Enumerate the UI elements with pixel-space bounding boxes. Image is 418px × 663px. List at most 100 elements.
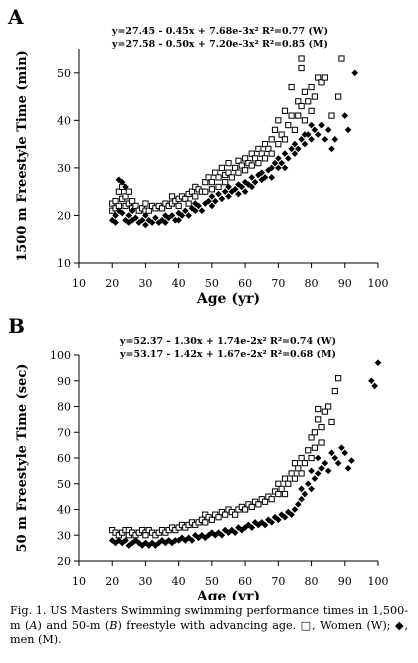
- women-data-point: [268, 496, 275, 503]
- men-data-point: [334, 459, 342, 467]
- x-axis-label: Age (yr): [196, 589, 260, 600]
- men-data-point: [311, 475, 319, 482]
- men-data-point: [152, 214, 159, 222]
- women-data-point: [129, 198, 136, 205]
- x-tick-label: 100: [368, 575, 389, 588]
- women-data-point: [298, 64, 305, 72]
- women-data-point: [132, 202, 139, 210]
- x-tick-label: 90: [338, 575, 352, 588]
- women-data-point: [265, 145, 272, 152]
- y-tick-label: 80: [57, 401, 71, 414]
- caption-text-1: Fig. 1. US Masters Swimming swimming per…: [10, 604, 408, 632]
- men-data-point: [304, 131, 312, 138]
- men-data-point: [281, 164, 289, 172]
- women-data-point: [321, 408, 328, 415]
- x-tick-label: 60: [238, 575, 252, 588]
- men-data-point: [112, 212, 119, 219]
- women-data-point: [222, 179, 229, 186]
- men-data-point: [122, 216, 129, 224]
- men-data-point: [341, 112, 349, 119]
- x-tick-label: 80: [305, 575, 319, 588]
- men-data-point: [314, 470, 322, 477]
- x-tick-label: 60: [238, 277, 252, 290]
- y-tick-label: 20: [57, 555, 71, 568]
- men-data-point: [348, 457, 355, 464]
- men-data-point: [324, 126, 332, 134]
- panel-label: A: [7, 5, 24, 29]
- men-data-point: [275, 164, 282, 172]
- men-data-point: [324, 467, 332, 475]
- caption-text-2: ) and 50-m (: [37, 618, 110, 632]
- y-tick-label: 60: [57, 452, 71, 465]
- y-tick-label: 70: [57, 426, 71, 439]
- men-data-point: [112, 219, 119, 226]
- women-data-point: [222, 511, 229, 518]
- men-data-point: [198, 207, 206, 214]
- caption-panel-a-ref: A: [29, 618, 38, 632]
- men-data-point: [211, 531, 219, 539]
- men-data-point: [225, 183, 232, 191]
- men-data-point: [301, 490, 309, 498]
- men-data-point: [304, 480, 312, 488]
- men-data-point: [118, 178, 126, 186]
- women-data-point: [215, 514, 222, 521]
- women-data-point: [275, 490, 282, 498]
- x-tick-label: 20: [105, 575, 119, 588]
- men-data-point: [288, 145, 295, 153]
- men-data-point: [245, 181, 252, 188]
- men-data-point: [298, 136, 305, 143]
- men-data-point: [301, 131, 309, 138]
- women-data-point: [255, 145, 262, 152]
- x-tick-label: 40: [172, 575, 186, 588]
- men-data-point: [128, 207, 136, 214]
- women-data-point: [328, 112, 335, 119]
- women-data-point: [275, 141, 282, 148]
- men-data-point: [248, 183, 256, 191]
- men-data-point: [374, 359, 382, 367]
- men-data-point: [218, 195, 226, 203]
- women-data-point: [248, 162, 255, 169]
- men-data-point: [175, 216, 182, 224]
- women-data-point: [202, 188, 209, 195]
- women-data-point: [308, 454, 315, 462]
- figure-caption: Fig. 1. US Masters Swimming swimming per…: [10, 604, 408, 648]
- men-data-point: [338, 444, 345, 451]
- x-tick-label: 30: [138, 277, 152, 290]
- men-data-point: [235, 190, 242, 198]
- y-tick-label: 50: [57, 478, 71, 491]
- men-data-point: [298, 495, 305, 503]
- men-data-point: [148, 219, 156, 226]
- men-data-point: [351, 69, 359, 77]
- women-data-point: [301, 460, 309, 467]
- men-data-point: [275, 516, 282, 524]
- women-data-point: [125, 188, 132, 195]
- women-data-point: [248, 503, 255, 511]
- women-data-point: [188, 188, 196, 195]
- women-data-point: [192, 193, 199, 200]
- women-data-point: [305, 447, 312, 454]
- women-data-point: [311, 444, 318, 451]
- women-data-point: [308, 107, 315, 114]
- women-data-point: [158, 205, 166, 212]
- men-data-point: [128, 216, 136, 224]
- men-data-point: [208, 193, 216, 200]
- women-data-point: [298, 102, 305, 110]
- men-data-point: [235, 181, 242, 188]
- men-data-point: [221, 188, 229, 195]
- women-data-point: [308, 83, 315, 91]
- men-data-point: [298, 485, 305, 493]
- men-data-point: [371, 382, 378, 390]
- women-data-point: [268, 136, 275, 143]
- men-data-point: [268, 164, 275, 172]
- women-data-point: [228, 174, 235, 181]
- women-data-point: [261, 141, 269, 148]
- women-data-point: [305, 98, 312, 105]
- y-tick-label: 40: [57, 114, 71, 127]
- men-data-point: [135, 539, 143, 547]
- men-data-point: [205, 197, 212, 205]
- women-data-point: [281, 107, 289, 114]
- men-data-point: [258, 519, 266, 526]
- men-data-point: [205, 531, 212, 539]
- women-data-point: [255, 160, 262, 167]
- women-data-point: [315, 405, 322, 413]
